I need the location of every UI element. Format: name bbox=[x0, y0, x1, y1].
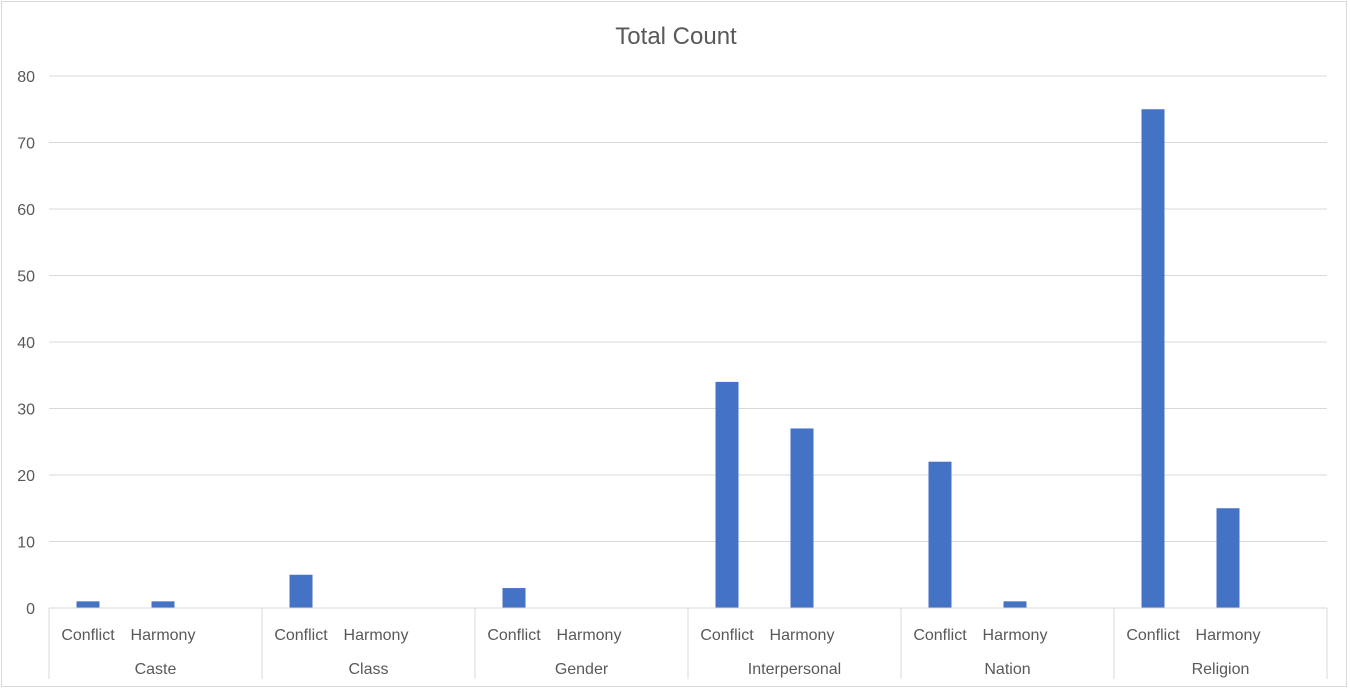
bar-caste-harmony bbox=[151, 601, 175, 608]
chart-title: Total Count bbox=[615, 23, 737, 50]
bar-religion-harmony bbox=[1216, 508, 1240, 608]
x-category-label: Conflict bbox=[700, 627, 754, 644]
y-tick-label: 20 bbox=[17, 468, 35, 485]
bar-interpersonal-conflict bbox=[715, 381, 739, 608]
x-category-label: Conflict bbox=[1126, 627, 1180, 644]
x-category-label: Harmony bbox=[131, 627, 196, 644]
bar-interpersonal-harmony bbox=[790, 428, 814, 608]
x-group-label: Caste bbox=[135, 661, 177, 678]
bar-class-conflict bbox=[289, 574, 313, 608]
bar-nation-conflict bbox=[928, 461, 952, 608]
x-category-label: Harmony bbox=[983, 627, 1048, 644]
y-tick-label: 30 bbox=[17, 402, 35, 419]
bars bbox=[76, 109, 1240, 608]
y-tick-label: 60 bbox=[17, 202, 35, 219]
x-category-label: Harmony bbox=[344, 627, 409, 644]
y-axis: 0 10 20 30 40 50 60 70 80 bbox=[17, 69, 35, 618]
x-category-label: Conflict bbox=[913, 627, 967, 644]
x-category-label: Conflict bbox=[274, 627, 328, 644]
y-tick-label: 40 bbox=[17, 335, 35, 352]
x-category-label: Conflict bbox=[487, 627, 541, 644]
x-category-label: Harmony bbox=[557, 627, 622, 644]
x-axis: Conflict Harmony Caste Conflict Harmony Class… bbox=[48, 607, 1328, 679]
y-tick-label: 0 bbox=[26, 601, 35, 618]
bar-nation-harmony bbox=[1003, 601, 1027, 608]
y-tick-label: 50 bbox=[17, 269, 35, 286]
bar-gender-conflict bbox=[502, 588, 526, 608]
x-category-label: Harmony bbox=[770, 627, 835, 644]
x-category-label: Harmony bbox=[1196, 627, 1261, 644]
x-group-label: Religion bbox=[1192, 661, 1250, 678]
x-group-label: Interpersonal bbox=[748, 661, 841, 678]
bar-caste-conflict bbox=[76, 601, 100, 608]
x-group-label: Class bbox=[348, 661, 388, 678]
gridlines bbox=[49, 75, 1327, 609]
x-group-label: Nation bbox=[984, 661, 1030, 678]
x-category-label: Conflict bbox=[61, 627, 115, 644]
x-group-label: Gender bbox=[555, 661, 609, 678]
y-tick-label: 80 bbox=[17, 69, 35, 86]
y-tick-label: 70 bbox=[17, 136, 35, 153]
bar-religion-conflict bbox=[1141, 109, 1165, 608]
y-tick-label: 10 bbox=[17, 535, 35, 552]
